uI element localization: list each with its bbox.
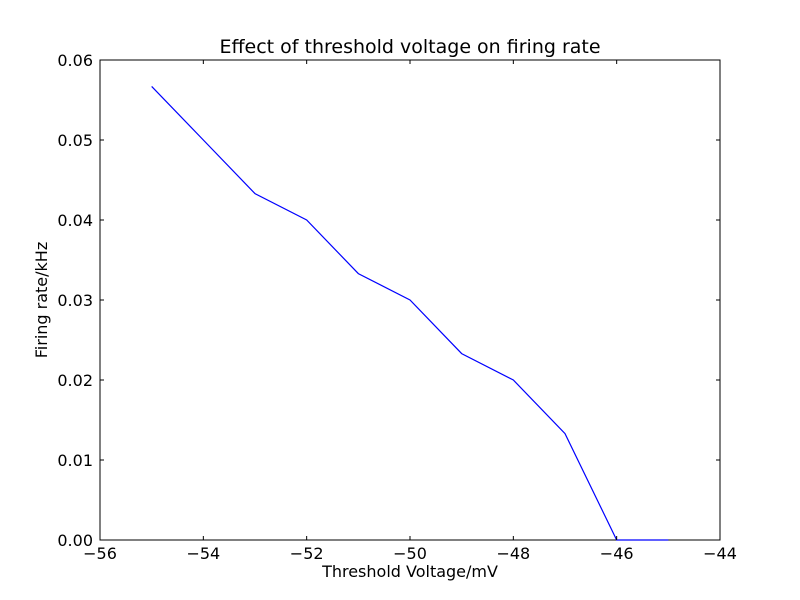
x-tick-label: −52 bbox=[290, 544, 324, 563]
axis-ticks bbox=[99, 59, 721, 541]
x-tick-label: −56 bbox=[83, 544, 117, 563]
y-axis-label: Firing rate/kHz bbox=[32, 242, 51, 358]
tick-labels: −56 −54 −52 −50 −48 −46 −44 0.00 0.01 0.02 0.03 0.0… bbox=[57, 51, 737, 563]
y-tick-label: 0.06 bbox=[57, 51, 93, 70]
x-axis-label: Threshold Voltage/mV bbox=[321, 562, 498, 581]
x-tick-label: −48 bbox=[496, 544, 530, 563]
y-tick-label: 0.01 bbox=[57, 451, 93, 470]
series-line-0 bbox=[151, 85, 669, 541]
x-tick-label: −54 bbox=[186, 544, 220, 563]
x-tick-label: −50 bbox=[393, 544, 427, 563]
y-tick-label: 0.03 bbox=[57, 291, 93, 310]
x-tick-label: −44 bbox=[703, 544, 737, 563]
y-tick-label: 0.00 bbox=[57, 531, 93, 550]
x-tick-label: −46 bbox=[600, 544, 634, 563]
plot-area bbox=[99, 59, 721, 541]
y-tick-label: 0.05 bbox=[57, 131, 93, 150]
y-tick-label: 0.04 bbox=[57, 211, 93, 230]
y-tick-label: 0.02 bbox=[57, 371, 93, 390]
chart-title: Effect of threshold voltage on firing ra… bbox=[219, 36, 600, 58]
